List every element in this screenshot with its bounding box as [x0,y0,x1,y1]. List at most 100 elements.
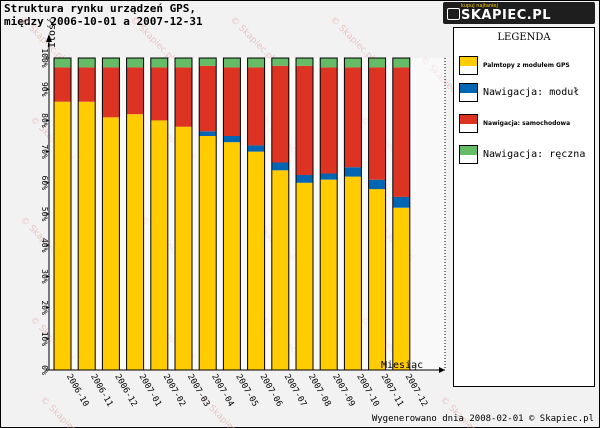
y-tick-label: 100% [40,48,49,67]
x-tick-label: 2007-01 [137,373,164,409]
legend-label-palmtopy: Palmtopy z modułem GPS [483,62,570,69]
x-tick-label: 2006-12 [112,373,139,409]
y-tick-label: 70% [40,144,49,159]
title-line-1: Struktura rynku urządzeń GPS, [4,2,197,15]
bar-segment [78,67,96,102]
y-tick-label: 40% [40,238,49,253]
bar-segment [247,145,265,152]
bar-segment [199,136,217,370]
bar-segment [150,120,168,371]
bar-group [77,57,96,371]
bar-segment [102,67,120,118]
legend-swatch-samochodowa [459,114,478,133]
y-tick-label: 60% [40,176,49,191]
watermark-text: © Skapiec.pl [328,15,376,63]
legend-swatch-modul [459,83,478,102]
bar-segment [344,58,362,68]
bar-segment [223,142,241,370]
bar-group [101,57,120,371]
bar-segment [296,58,313,66]
bar-segment [223,67,241,136]
bar-segment [54,101,71,370]
legend-label-samochodowa: Nawigacja: samochodowa [483,120,571,127]
bar-segment [199,65,217,132]
bar-segment [296,65,313,175]
bar-segment [320,58,338,68]
bar-segment [126,67,144,115]
bar-group [222,57,241,371]
bar-segment [271,162,289,171]
bar-segment [247,58,265,68]
bar-segment [175,67,192,127]
bar-segment [247,67,265,146]
x-tick-label: 2007-11 [379,373,406,409]
bar-segment [54,58,71,68]
bar-segment [175,126,192,370]
bar-segment [150,58,168,68]
x-axis-arrow [439,367,445,373]
x-tick-label: 2007-02 [161,373,188,409]
x-tick-label: 2007-08 [306,373,333,409]
y-tick-label: 20% [40,300,49,315]
bar-segment [368,189,386,370]
bar-group [368,57,387,371]
bar-group [392,57,411,371]
legend-label-modul: Nawigacja: moduł [483,87,580,98]
bar-segment [247,151,265,370]
bar-group [271,57,290,371]
bar-segment [368,67,386,180]
bar-group [150,57,169,371]
x-axis-label: Miesiąc [381,360,423,371]
bar-segment [54,67,71,102]
legend-item-samochodowa: Nawigacja: samochodowa [459,114,591,134]
legend-item-reczna: Nawigacja: ręczna [459,145,591,165]
bar-group [319,57,338,371]
bar-group [247,57,266,371]
x-tick-label: 2007-03 [185,373,212,409]
logo-text: SKAPIEC.PL [461,8,552,23]
bar-group [53,57,72,371]
legend-swatch-reczna [459,145,478,164]
bar-segment [320,173,338,180]
bar-segment [320,179,338,370]
bar-segment [392,67,410,197]
bar-segment [102,117,120,370]
y-tick-label: 0% [40,365,49,375]
legend-item-palmtopy: Palmtopy z modułem GPS [459,56,591,76]
bar-segment [126,114,144,370]
bar-segment [150,67,168,121]
bar-segment [344,176,362,370]
y-tick-label: 10% [40,332,49,347]
y-tick-label: 90% [40,82,49,97]
x-tick-label: 2007-06 [258,373,285,409]
chart-title: Struktura rynku urządzeń GPS, między 200… [4,2,203,28]
x-tick-label: 2007-12 [403,373,430,409]
legend-swatch-palmtopy [459,56,478,75]
watermark-text: © Skapiec.pl [228,15,276,63]
y-tick-label: 30% [40,269,49,284]
y-tick-label: 80% [40,113,49,128]
bar-segment [344,167,362,177]
bar-group [174,57,193,371]
bars-layer [53,57,411,371]
x-tick-label: 2006-11 [88,373,115,409]
bar-segment [320,67,338,174]
shopping-bag-icon [447,8,460,20]
x-tick-label: 2007-07 [282,373,309,409]
legend-label-reczna: Nawigacja: ręczna [483,149,586,160]
bar-group [198,57,217,371]
bar-segment [392,196,410,208]
footer-generated: Wygenerowano dnia 2008-02-01 © Skapiec.p… [371,414,594,424]
y-axis-label: Ilość [46,18,58,48]
bar-segment [368,179,386,190]
watermark-text: © Skapiec.pl [128,15,176,63]
bar-segment [199,58,217,66]
legend: LEGENDA Palmtopy z modułem GPS Nawigacja… [453,27,595,387]
bar-segment [344,67,362,168]
bar-segment [271,65,289,163]
bar-segment [223,136,241,143]
bar-segment [78,101,96,370]
x-tick-label: 2007-09 [330,373,357,409]
bar-segment [199,131,217,136]
bar-segment [392,207,410,370]
